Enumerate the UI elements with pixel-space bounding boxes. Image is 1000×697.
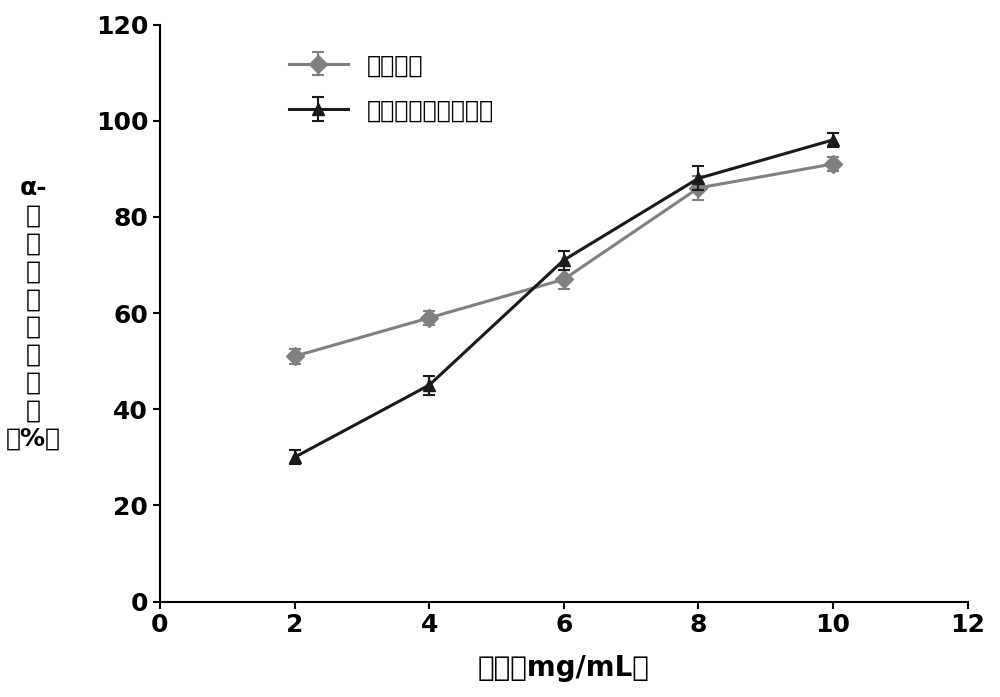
Y-axis label: α-
葡
萄
糖
苷
酶
抑
制
率
（%）: α- 葡 萄 糖 苷 酶 抑 制 率 （%） [6,176,61,450]
Legend: 阵卡波糖, 慈姑非淠粉多糖组分: 阵卡波糖, 慈姑非淠粉多糖组分 [277,42,505,135]
X-axis label: 浓度（mg/mL）: 浓度（mg/mL） [478,654,650,682]
